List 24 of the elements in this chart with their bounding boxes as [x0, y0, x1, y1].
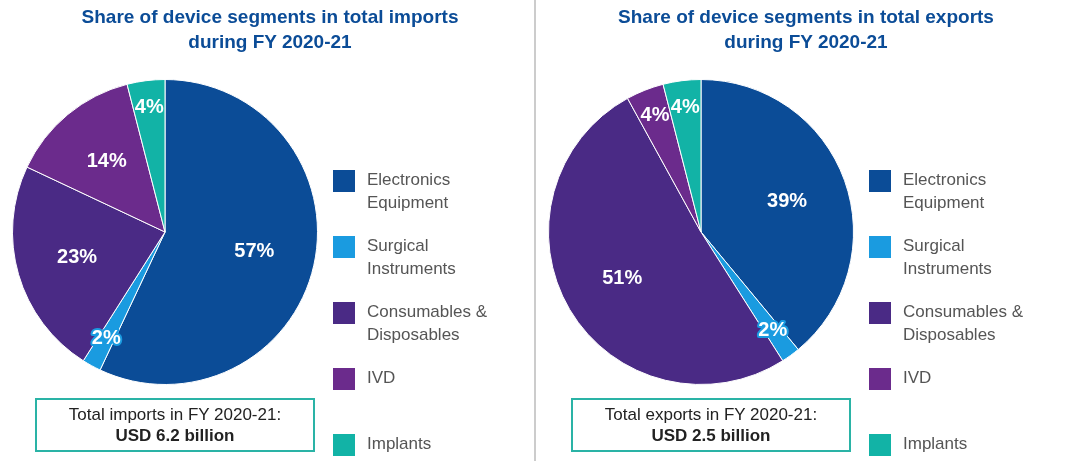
text: Total imports in FY 2020-21: — [67, 404, 283, 425]
data-label: 57% — [234, 239, 275, 262]
data-label: 39% — [767, 188, 808, 211]
legend-label: Consumables & Disposables — [903, 301, 1024, 346]
legend-label: Surgical Instruments — [903, 235, 993, 280]
legend-label: Electronics Equipment — [367, 169, 452, 214]
data-label: 51% — [602, 266, 643, 289]
data-label: 4% — [134, 95, 164, 118]
text: Total exports in FY 2020-21: — [603, 404, 819, 425]
legend-label: Implants — [903, 433, 969, 455]
legend-label: Electronics Equipment — [903, 169, 988, 214]
legend-label: Consumables & Disposables — [367, 301, 488, 346]
chart-title: Share of device segments in total exports during FY 2020-21 — [617, 5, 995, 54]
legend-label: Surgical Instruments — [367, 235, 457, 280]
data-label: 23% — [57, 245, 98, 268]
text: USD 2.5 billion — [650, 425, 772, 446]
legend-label: IVD — [367, 367, 397, 389]
text: USD 6.2 billion — [114, 425, 236, 446]
chart-title: Share of device segments in total imports during FY 2020-21 — [80, 5, 460, 54]
data-label: 4% — [640, 103, 670, 126]
legend-label: IVD — [903, 367, 933, 389]
data-label: 4% — [670, 95, 700, 118]
data-label: 14% — [86, 149, 127, 172]
legend-label: Implants — [367, 433, 433, 455]
